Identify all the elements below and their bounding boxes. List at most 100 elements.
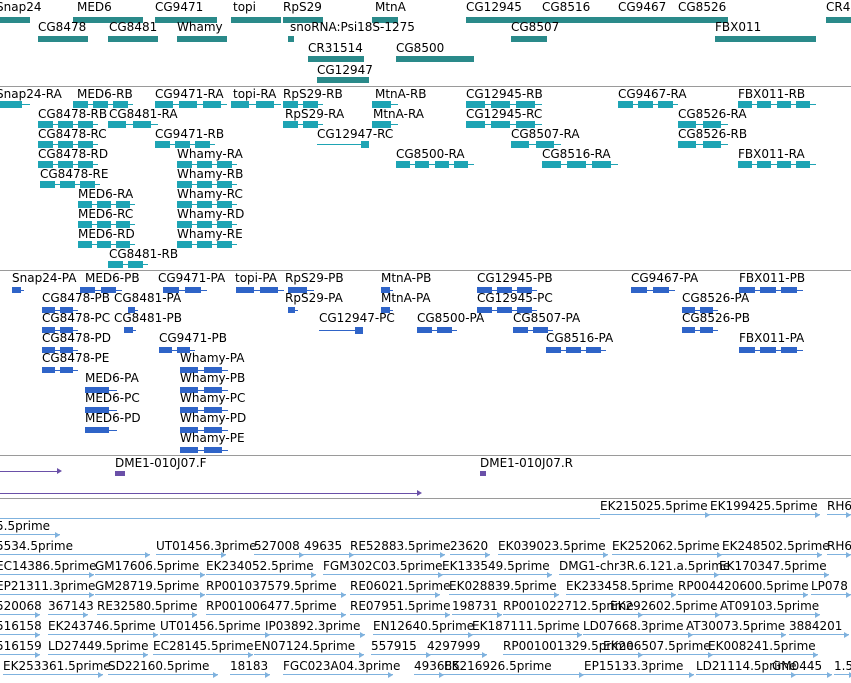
protein-feature-glyph[interactable] xyxy=(180,427,228,433)
protein-feature-glyph[interactable] xyxy=(180,387,228,393)
transcript-feature-glyph[interactable] xyxy=(678,121,728,128)
gene-feature-glyph[interactable] xyxy=(396,56,474,62)
est-feature-glyph[interactable] xyxy=(686,632,786,638)
transcript-feature-glyph[interactable] xyxy=(396,161,474,168)
est-feature-glyph[interactable] xyxy=(450,552,490,558)
est-feature-glyph[interactable] xyxy=(449,592,559,598)
protein-feature-glyph[interactable] xyxy=(381,307,393,313)
transcript-feature-glyph[interactable] xyxy=(678,141,728,148)
transcript-feature-glyph[interactable] xyxy=(283,101,323,108)
est-feature-glyph[interactable] xyxy=(566,592,676,598)
est-feature-glyph[interactable] xyxy=(583,632,693,638)
est-feature-glyph[interactable] xyxy=(350,592,440,598)
protein-feature-glyph[interactable] xyxy=(42,327,78,333)
protein-feature-glyph[interactable] xyxy=(682,327,718,333)
est-feature-glyph[interactable] xyxy=(48,612,88,618)
est-feature-glyph[interactable] xyxy=(153,652,253,658)
transcript-feature-glyph[interactable] xyxy=(38,121,98,128)
gene-feature-glyph[interactable] xyxy=(288,36,294,42)
est-feature-glyph[interactable] xyxy=(503,652,643,658)
est-feature-glyph[interactable] xyxy=(373,632,473,638)
transcript-feature-glyph[interactable] xyxy=(177,241,237,248)
gene-feature-glyph[interactable] xyxy=(317,77,369,83)
gene-feature-glyph[interactable] xyxy=(155,17,217,23)
gene-feature-glyph[interactable] xyxy=(231,17,281,23)
protein-feature-glyph[interactable] xyxy=(159,347,195,353)
transcript-feature-glyph[interactable] xyxy=(618,101,678,108)
transcript-feature-glyph[interactable] xyxy=(155,101,227,108)
est-feature-glyph[interactable] xyxy=(720,612,820,618)
clone-feature-glyph[interactable] xyxy=(480,471,486,476)
transcript-feature-glyph[interactable] xyxy=(38,141,98,148)
est-feature-glyph[interactable] xyxy=(254,652,364,658)
protein-feature-glyph[interactable] xyxy=(288,307,298,313)
gene-feature-glyph[interactable] xyxy=(283,17,323,23)
est-feature-glyph[interactable] xyxy=(254,552,304,558)
est-feature-glyph[interactable] xyxy=(442,572,552,578)
est-feature-glyph[interactable] xyxy=(710,512,820,518)
gene-feature-glyph[interactable] xyxy=(73,17,143,23)
est-feature-glyph[interactable] xyxy=(350,552,445,558)
gene-feature-glyph[interactable] xyxy=(715,36,816,42)
est-feature-glyph[interactable] xyxy=(612,552,722,558)
transcript-feature-glyph[interactable] xyxy=(511,141,561,148)
transcript-feature-glyph[interactable] xyxy=(73,101,133,108)
protein-feature-glyph[interactable] xyxy=(682,307,718,313)
est-feature-glyph[interactable] xyxy=(584,672,694,678)
transcript-feature-glyph[interactable] xyxy=(177,161,237,168)
protein-feature-glyph[interactable] xyxy=(85,427,117,433)
protein-feature-glyph[interactable] xyxy=(180,407,228,413)
transcript-feature-glyph[interactable] xyxy=(283,121,323,128)
est-feature-glyph[interactable] xyxy=(108,672,218,678)
est-feature-glyph[interactable] xyxy=(452,612,502,618)
gene-feature-glyph[interactable] xyxy=(108,36,158,42)
transcript-feature-glyph[interactable] xyxy=(40,181,100,188)
transcript-feature-glyph[interactable] xyxy=(738,101,816,108)
est-feature-glyph[interactable] xyxy=(0,612,40,618)
gene-feature-glyph[interactable] xyxy=(466,17,542,23)
protein-feature-glyph[interactable] xyxy=(288,287,314,293)
protein-feature-glyph[interactable] xyxy=(319,327,363,334)
est-feature-glyph[interactable] xyxy=(206,612,346,618)
est-feature-glyph[interactable] xyxy=(350,612,450,618)
transcript-feature-glyph[interactable] xyxy=(372,101,398,108)
est-feature-glyph[interactable] xyxy=(503,612,643,618)
gene-feature-glyph[interactable] xyxy=(511,36,547,42)
protein-feature-glyph[interactable] xyxy=(546,347,606,353)
protein-feature-glyph[interactable] xyxy=(180,367,228,373)
est-feature-glyph[interactable] xyxy=(827,512,851,518)
transcript-feature-glyph[interactable] xyxy=(78,201,135,208)
gene-feature-glyph[interactable] xyxy=(308,56,364,62)
protein-feature-glyph[interactable] xyxy=(631,287,675,293)
gene-feature-glyph[interactable] xyxy=(177,36,227,42)
gene-feature-glyph[interactable] xyxy=(38,36,88,42)
est-feature-glyph[interactable] xyxy=(371,652,431,658)
est-feature-glyph[interactable] xyxy=(265,632,365,638)
protein-feature-glyph[interactable] xyxy=(12,287,24,293)
gene-feature-glyph[interactable] xyxy=(618,17,678,23)
transcript-feature-glyph[interactable] xyxy=(155,141,215,148)
est-feature-glyph[interactable] xyxy=(0,592,94,598)
transcript-feature-glyph[interactable] xyxy=(466,101,542,108)
transcript-feature-glyph[interactable] xyxy=(177,201,237,208)
est-feature-glyph[interactable] xyxy=(719,572,829,578)
transcript-feature-glyph[interactable] xyxy=(78,221,135,228)
gene-feature-glyph[interactable] xyxy=(542,17,618,23)
protein-feature-glyph[interactable] xyxy=(739,347,803,353)
est-feature-glyph[interactable] xyxy=(48,632,158,638)
protein-feature-glyph[interactable] xyxy=(513,327,553,333)
transcript-feature-glyph[interactable] xyxy=(108,121,158,128)
protein-feature-glyph[interactable] xyxy=(477,287,537,293)
est-feature-glyph[interactable] xyxy=(283,672,393,678)
transcript-feature-glyph[interactable] xyxy=(177,221,237,228)
est-feature-glyph[interactable] xyxy=(0,652,40,658)
transcript-feature-glyph[interactable] xyxy=(317,141,369,148)
est-feature-glyph[interactable] xyxy=(0,552,150,558)
est-feature-glyph[interactable] xyxy=(708,652,818,658)
protein-feature-glyph[interactable] xyxy=(739,287,803,293)
protein-feature-glyph[interactable] xyxy=(124,327,136,333)
transcript-feature-glyph[interactable] xyxy=(108,261,148,268)
est-feature-glyph[interactable] xyxy=(95,592,205,598)
protein-feature-glyph[interactable] xyxy=(85,407,117,413)
protein-feature-glyph[interactable] xyxy=(42,347,78,353)
